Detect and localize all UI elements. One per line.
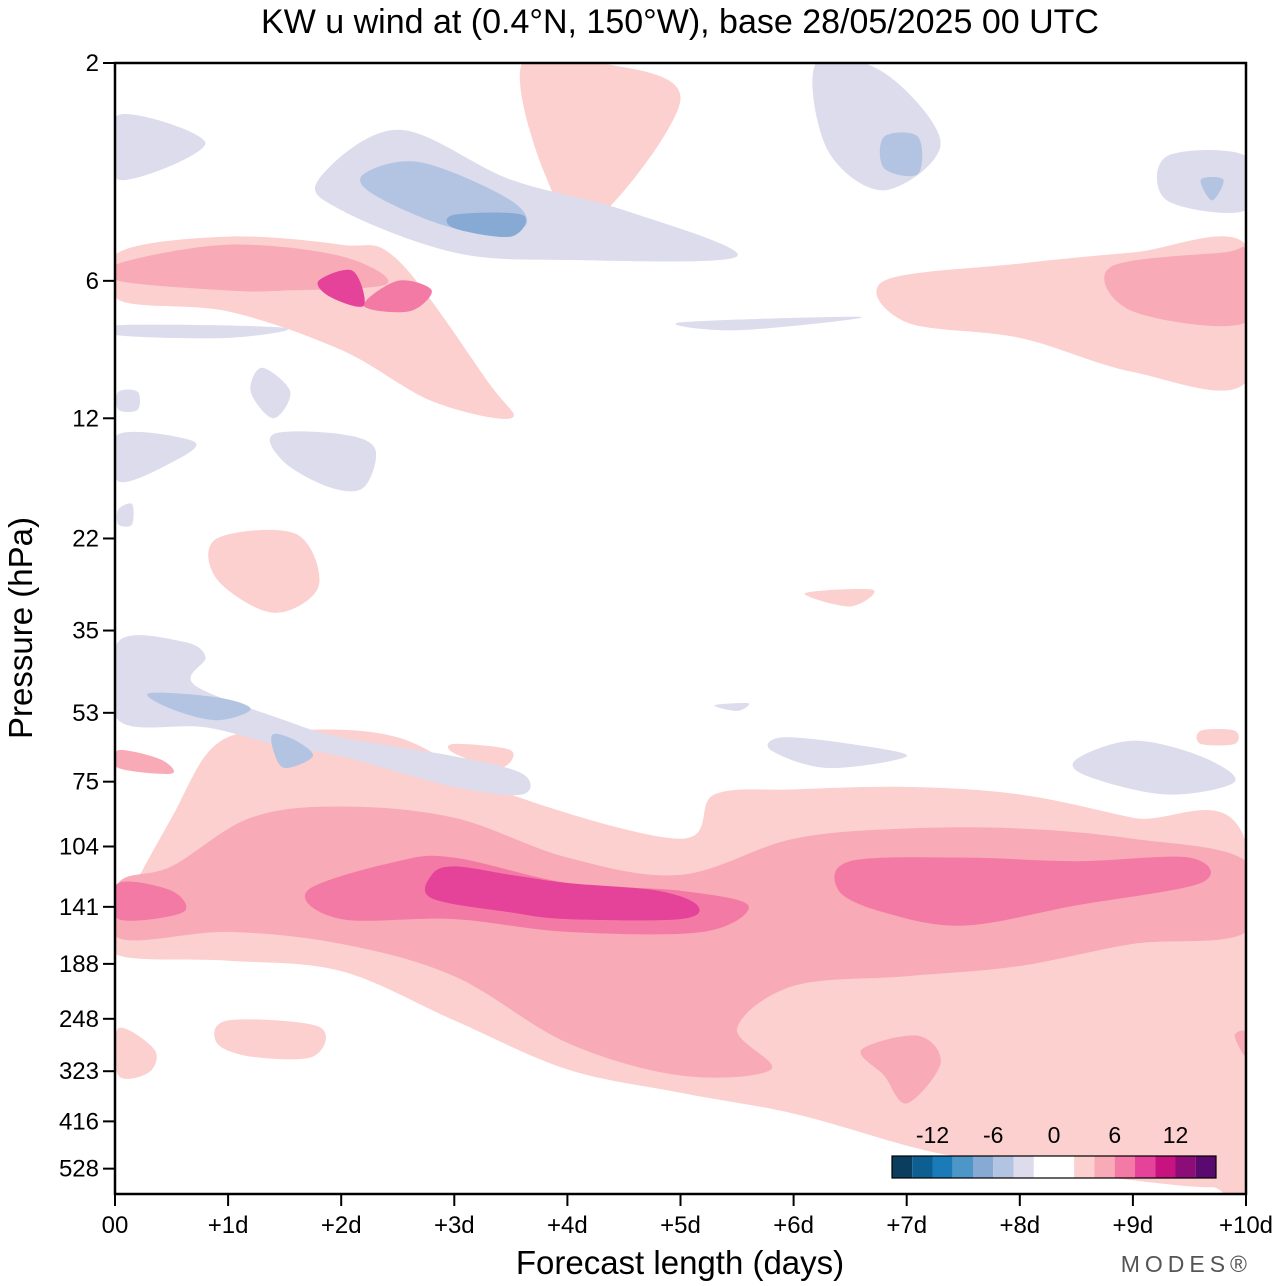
x-tick-label: +4d bbox=[547, 1212, 588, 1239]
x-tick-label: +10d bbox=[1219, 1212, 1273, 1239]
contour-pos2-region-7 bbox=[804, 589, 875, 607]
x-tick-label: +2d bbox=[321, 1212, 362, 1239]
x-tick-label: +7d bbox=[886, 1212, 927, 1239]
contour-neg4-region-1 bbox=[879, 132, 923, 177]
colorbar-swatch bbox=[1155, 1156, 1176, 1178]
contour-pos2-region-1 bbox=[115, 1027, 157, 1079]
y-tick-label: 2 bbox=[86, 50, 99, 77]
contour-pos2-region-8 bbox=[1196, 729, 1239, 746]
contour-pos2-region-4 bbox=[519, 63, 681, 227]
x-tick-label: +3d bbox=[434, 1212, 475, 1239]
colorbar-tick-label: 0 bbox=[1048, 1122, 1061, 1148]
contour-neg2-region-9 bbox=[269, 431, 377, 492]
contour-neg2-region-12 bbox=[767, 737, 907, 769]
contour-neg2-region-14 bbox=[714, 702, 750, 711]
y-tick-label: 12 bbox=[72, 405, 99, 432]
contour-pos2-region-2 bbox=[214, 1019, 326, 1060]
contour-pos4-region-5 bbox=[1234, 1030, 1246, 1057]
contour-pos6-region-2 bbox=[834, 856, 1211, 926]
contour-pos6-region-3 bbox=[363, 280, 432, 313]
x-tick-label: +1d bbox=[208, 1212, 249, 1239]
contour-pos4-region-3 bbox=[1104, 246, 1246, 327]
colorbar-tick-label: 12 bbox=[1163, 1122, 1189, 1148]
y-tick-label: 188 bbox=[59, 951, 99, 978]
colorbar-tick-label: -6 bbox=[983, 1122, 1003, 1148]
colorbar-swatch bbox=[892, 1156, 913, 1178]
x-tick-label: +6d bbox=[773, 1212, 814, 1239]
y-tick-label: 141 bbox=[59, 894, 99, 921]
colorbar-swatch bbox=[1135, 1156, 1156, 1178]
colorbar-swatch bbox=[1033, 1156, 1075, 1178]
contour-pos4-region-4 bbox=[115, 750, 174, 774]
x-tick-label: 00 bbox=[102, 1212, 129, 1239]
contour-pos4-region-1 bbox=[860, 1035, 941, 1104]
contour-neg2-region-6 bbox=[250, 367, 291, 419]
colorbar-swatch bbox=[973, 1156, 994, 1178]
colorbar-frame bbox=[891, 1155, 1217, 1179]
colorbar: -12 -6 0 6 12 bbox=[891, 1122, 1217, 1179]
colorbar-tick-label: 6 bbox=[1108, 1122, 1121, 1148]
y-tick-label: 104 bbox=[59, 833, 99, 860]
x-tick-label: +9d bbox=[1113, 1212, 1154, 1239]
y-tick-label: 53 bbox=[72, 700, 99, 727]
colorbar-swatch bbox=[912, 1156, 933, 1178]
colorbar-swatch bbox=[1195, 1156, 1216, 1178]
y-tick-label: 248 bbox=[59, 1006, 99, 1033]
contour-neg2-region-8 bbox=[115, 431, 197, 483]
colorbar-swatch bbox=[1175, 1156, 1196, 1178]
x-axis: 00 +1d +2d +3d +4d +5d +6d +7d +8d +9d +10d bbox=[102, 1194, 1273, 1239]
colorbar-swatch bbox=[1074, 1156, 1095, 1178]
y-axis-title: Pressure (hPa) bbox=[2, 517, 39, 739]
y-tick-label: 75 bbox=[72, 769, 99, 796]
contour-pos8-region-1 bbox=[317, 269, 365, 307]
contour-neg4-region-2 bbox=[1200, 176, 1224, 201]
contour-neg4-region-3 bbox=[147, 692, 251, 721]
chart-title: KW u wind at (0.4°N, 150°W), base 28/05/… bbox=[261, 3, 1099, 41]
colorbar-tick-label: -12 bbox=[916, 1122, 949, 1148]
contour-neg4-region-4 bbox=[271, 733, 314, 769]
colorbar-swatch bbox=[993, 1156, 1014, 1178]
contours-layer bbox=[115, 63, 1246, 1194]
y-tick-label: 528 bbox=[59, 1156, 99, 1183]
colorbar-swatch bbox=[1114, 1156, 1135, 1178]
y-tick-label: 6 bbox=[86, 268, 99, 295]
y-tick-label: 35 bbox=[72, 618, 99, 645]
contour-neg6-region-0 bbox=[446, 212, 527, 238]
colorbar-swatch bbox=[1094, 1156, 1115, 1178]
y-axis: 2 6 12 22 35 53 75 104 141 188 248 323 416 528 bbox=[59, 50, 115, 1183]
colorbar-swatch bbox=[932, 1156, 953, 1178]
contour-neg2-region-11 bbox=[115, 635, 531, 796]
colorbar-swatch bbox=[1013, 1156, 1034, 1178]
y-tick-label: 22 bbox=[72, 525, 99, 552]
contour-neg2-region-4 bbox=[115, 324, 289, 339]
x-tick-label: +8d bbox=[999, 1212, 1040, 1239]
contour-neg2-region-5 bbox=[675, 316, 863, 331]
contour-neg2-region-7 bbox=[116, 389, 140, 413]
brand-logo: MODES® bbox=[1121, 1251, 1252, 1277]
contour-neg2-region-0 bbox=[115, 114, 206, 181]
y-tick-label: 323 bbox=[59, 1058, 99, 1085]
plot-area bbox=[115, 63, 1246, 1194]
colorbar-swatch bbox=[952, 1156, 973, 1178]
contour-pos6-region-0 bbox=[115, 881, 187, 921]
contour-pos8-region-0 bbox=[424, 866, 700, 921]
contour-pos2-region-6 bbox=[208, 529, 320, 613]
contour-neg2-region-13 bbox=[1072, 740, 1236, 795]
contour-neg2-region-10 bbox=[116, 503, 134, 527]
contour-pos2-region-9 bbox=[447, 743, 514, 769]
x-axis-title: Forecast length (days) bbox=[516, 1244, 844, 1281]
y-tick-label: 416 bbox=[59, 1108, 99, 1135]
x-tick-label: +5d bbox=[660, 1212, 701, 1239]
